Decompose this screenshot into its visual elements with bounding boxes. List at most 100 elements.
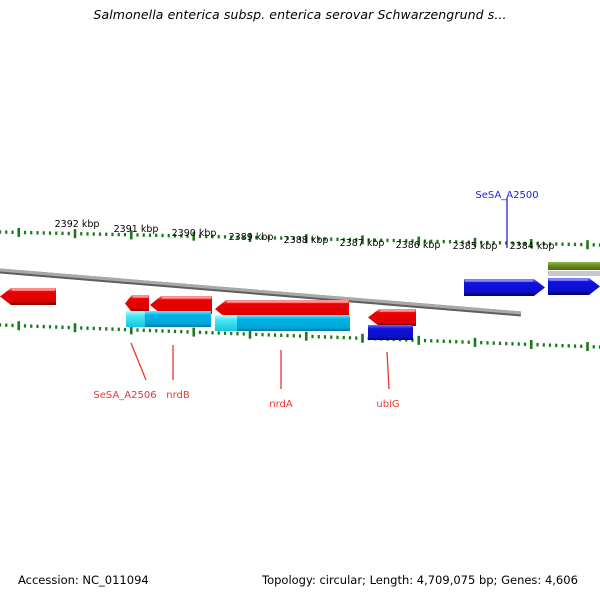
gene-arrow[interactable] [0,288,56,305]
cds-nrda-cap[interactable] [215,315,237,331]
gene-arrow-body[interactable] [464,279,545,296]
ruler-tick-top-minor [30,230,33,235]
feature-label-SeSA_A2506[interactable]: SeSA_A2506 [93,390,157,401]
ruler-tick-bottom-minor [573,344,577,348]
gene-arrow-body[interactable] [215,300,349,318]
genome-backbone-line [0,268,522,315]
ruler-tick-top-minor [561,242,564,246]
ruler-tick-top-minor [536,241,539,246]
ruler-tick-top-minor [567,242,570,247]
ruler-tick-bottom-minor [311,334,314,339]
gene-arrow-body[interactable] [548,278,600,295]
ruler-tick-bottom-minor [111,327,114,331]
gene-arrow[interactable] [548,278,600,295]
ruler-tick-top-major [129,230,133,240]
cds-nrda-body[interactable] [237,315,350,331]
footer-metadata: Topology: circular; Length: 4,709,075 bp… [262,573,578,587]
ruler-tick-top-minor [348,237,352,242]
ruler-tick-top-minor [580,242,583,247]
ruler-tick-top-minor [442,239,445,244]
ruler-tick-bottom-major [586,342,589,352]
gene-arrow-body[interactable] [0,288,56,305]
genome-backbone [0,268,522,317]
ruler-tick-top-minor [298,236,302,241]
leader-line-SeSA_A2506 [130,342,147,381]
ruler-tick-bottom-minor [55,325,58,329]
cds-ubig[interactable] [368,325,413,340]
ruler-tick-top-minor [105,232,108,236]
ruler-tick-top-minor [23,230,27,235]
ruler-tick-bottom-major [248,329,252,339]
feature-label-SeSA_A2500[interactable]: SeSA_A2500 [475,190,539,201]
ruler-tick-top-minor [286,236,289,240]
ruler-tick-bottom-minor [223,331,227,335]
ruler-tick-bottom-minor [123,327,127,332]
ruler-tick-bottom-minor [323,335,327,339]
ruler-tick-top-minor [80,232,83,236]
ruler-tick-top-major [17,227,21,237]
gene-arrow-body[interactable] [150,296,212,314]
ruler-tick-bottom-minor [317,334,320,339]
ruler-top-ticks [0,227,600,250]
organism-title: Salmonella enterica subsp. enterica sero… [93,7,507,22]
ruler-label-7: 2385 kbp [452,241,498,252]
ruler-tick-bottom-minor [273,333,277,337]
ruler-tick-bottom-minor [198,330,202,335]
ruler-tick-top-major [586,240,589,250]
ruler-tick-bottom-major [73,323,77,333]
cds-nrdb[interactable] [126,311,211,327]
ruler-tick-bottom-minor [48,325,52,329]
label-leader-lines [130,198,508,390]
ruler-tick-top-minor [180,234,183,238]
ruler-tick-bottom-major [529,339,533,349]
gene-feature-arrows[interactable] [0,278,600,326]
ruler-tick-top-minor [323,237,327,241]
gene-arrow-ubiG[interactable] [368,309,416,326]
feature-label-nrdA[interactable]: nrdA [269,399,293,410]
gene-arrow-body[interactable] [125,295,149,312]
cds-bars[interactable] [126,311,413,340]
gene-arrow-SeSA_A2506[interactable] [125,295,149,312]
ruler-tick-bottom-minor [336,335,339,340]
ruler-tick-top-minor [592,243,595,247]
feature-label-nrdB[interactable]: nrdB [166,390,190,401]
misc-gray[interactable] [548,271,600,276]
ruler-tick-top-minor [205,234,208,239]
ruler-tick-top-minor [336,237,339,242]
ruler-label-4: 2388 kbp [283,235,329,246]
cds-nrda[interactable] [215,315,350,331]
ruler-tick-bottom-minor [280,333,283,338]
ruler-tick-bottom-minor [561,343,564,348]
ruler-tick-top-major [73,229,77,239]
cds-nrdb-cap[interactable] [126,311,145,327]
cds-nrdb-body[interactable] [144,311,211,327]
gene-arrow-SeSA_A2500[interactable] [464,279,545,296]
ruler-tick-bottom-minor [23,324,27,328]
ruler-tick-top-minor [217,235,220,239]
ruler-tick-bottom-minor [598,345,600,349]
cds-ubig-body[interactable] [368,325,413,340]
ruler-tick-top-minor [98,232,102,236]
ruler-tick-top-minor [167,233,170,238]
ruler-tick-top-minor [405,239,408,243]
ruler-tick-bottom-minor [467,340,470,344]
ruler-tick-top-minor [555,242,558,246]
ruler-tick-top-minor [386,238,389,243]
ruler-tick-top-minor [42,231,45,235]
ruler-bottom-ticks [0,321,600,352]
ruler-tick-top-minor [342,237,345,242]
ruler-tick-bottom-major [473,337,477,347]
ruler-tick-top-minor [505,241,508,245]
feature-label-ubiG[interactable]: ubiG [376,399,400,410]
gene-arrow-body[interactable] [368,309,416,326]
ruler-tick-bottom-major [417,335,421,345]
ruler-tick-bottom-minor [517,342,520,346]
ruler-tick-top-minor [311,237,314,241]
ruler-tick-bottom-minor [342,335,345,340]
ruler-tick-bottom-minor [186,330,189,334]
ruler-tick-bottom-minor [242,332,245,336]
ruler-tick-top-minor [480,240,483,245]
misc-olive[interactable] [548,262,600,270]
ruler-label-1: 2391 kbp [113,224,159,235]
ruler-tick-bottom-minor [173,329,177,334]
